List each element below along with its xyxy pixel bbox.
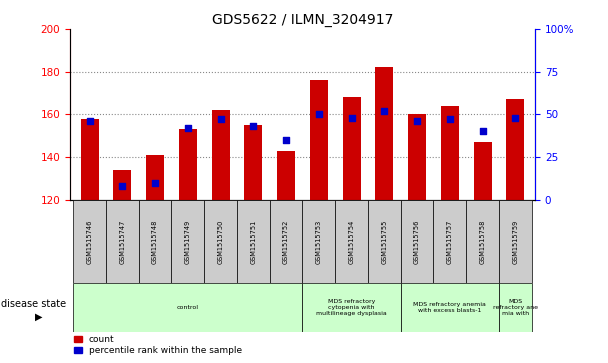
Bar <box>401 200 434 283</box>
Bar <box>171 200 204 283</box>
Point <box>150 180 160 185</box>
Point <box>445 117 455 122</box>
Text: GSM1515748: GSM1515748 <box>152 219 158 264</box>
Bar <box>408 114 426 200</box>
Text: GSM1515751: GSM1515751 <box>250 219 257 264</box>
Text: MDS
refractory ane
mia with: MDS refractory ane mia with <box>493 299 538 316</box>
Legend: count, percentile rank within the sample: count, percentile rank within the sample <box>74 335 242 355</box>
Bar <box>401 283 499 332</box>
Point <box>412 118 422 124</box>
Text: MDS refractory anemia
with excess blasts-1: MDS refractory anemia with excess blasts… <box>413 302 486 313</box>
Point <box>282 137 291 143</box>
Text: control: control <box>177 305 199 310</box>
Bar <box>302 200 335 283</box>
Text: GSM1515752: GSM1515752 <box>283 219 289 264</box>
Bar <box>113 170 131 200</box>
Point <box>85 118 94 124</box>
Point <box>216 117 226 122</box>
Bar <box>106 200 139 283</box>
Bar <box>335 200 368 283</box>
Text: GSM1515753: GSM1515753 <box>316 219 322 264</box>
Bar <box>179 129 197 200</box>
Text: GSM1515746: GSM1515746 <box>86 219 92 264</box>
Point <box>183 125 193 131</box>
Bar <box>146 155 164 200</box>
Bar <box>73 200 106 283</box>
Point <box>249 123 258 129</box>
Bar <box>441 106 459 200</box>
Bar <box>368 200 401 283</box>
Title: GDS5622 / ILMN_3204917: GDS5622 / ILMN_3204917 <box>212 13 393 26</box>
Bar <box>81 119 98 200</box>
Text: ▶: ▶ <box>35 312 42 322</box>
Text: GSM1515758: GSM1515758 <box>480 219 486 264</box>
Point <box>117 183 127 189</box>
Bar <box>73 283 302 332</box>
Bar <box>466 200 499 283</box>
Bar <box>499 200 532 283</box>
Bar <box>434 200 466 283</box>
Bar <box>506 99 524 200</box>
Point <box>511 115 520 121</box>
Point <box>314 111 323 117</box>
Bar <box>375 68 393 200</box>
Text: GSM1515756: GSM1515756 <box>414 219 420 264</box>
Bar <box>270 200 303 283</box>
Text: GSM1515747: GSM1515747 <box>119 219 125 264</box>
Point <box>347 115 356 121</box>
Text: GSM1515759: GSM1515759 <box>513 219 519 264</box>
Bar <box>474 142 492 200</box>
Bar <box>237 200 270 283</box>
Text: GSM1515757: GSM1515757 <box>447 219 453 264</box>
Bar <box>139 200 171 283</box>
Text: GSM1515755: GSM1515755 <box>381 219 387 264</box>
Text: GSM1515749: GSM1515749 <box>185 219 191 264</box>
Text: GSM1515750: GSM1515750 <box>218 219 224 264</box>
Bar <box>342 97 361 200</box>
Bar <box>244 125 263 200</box>
Text: GSM1515754: GSM1515754 <box>348 219 354 264</box>
Bar <box>302 283 401 332</box>
Bar <box>212 110 230 200</box>
Bar <box>277 151 295 200</box>
Point <box>379 108 389 114</box>
Point <box>478 129 488 134</box>
Text: disease state: disease state <box>1 299 66 309</box>
Bar <box>204 200 237 283</box>
Text: MDS refractory
cytopenia with
multilineage dysplasia: MDS refractory cytopenia with multilinea… <box>316 299 387 316</box>
Bar <box>499 283 532 332</box>
Bar <box>310 80 328 200</box>
